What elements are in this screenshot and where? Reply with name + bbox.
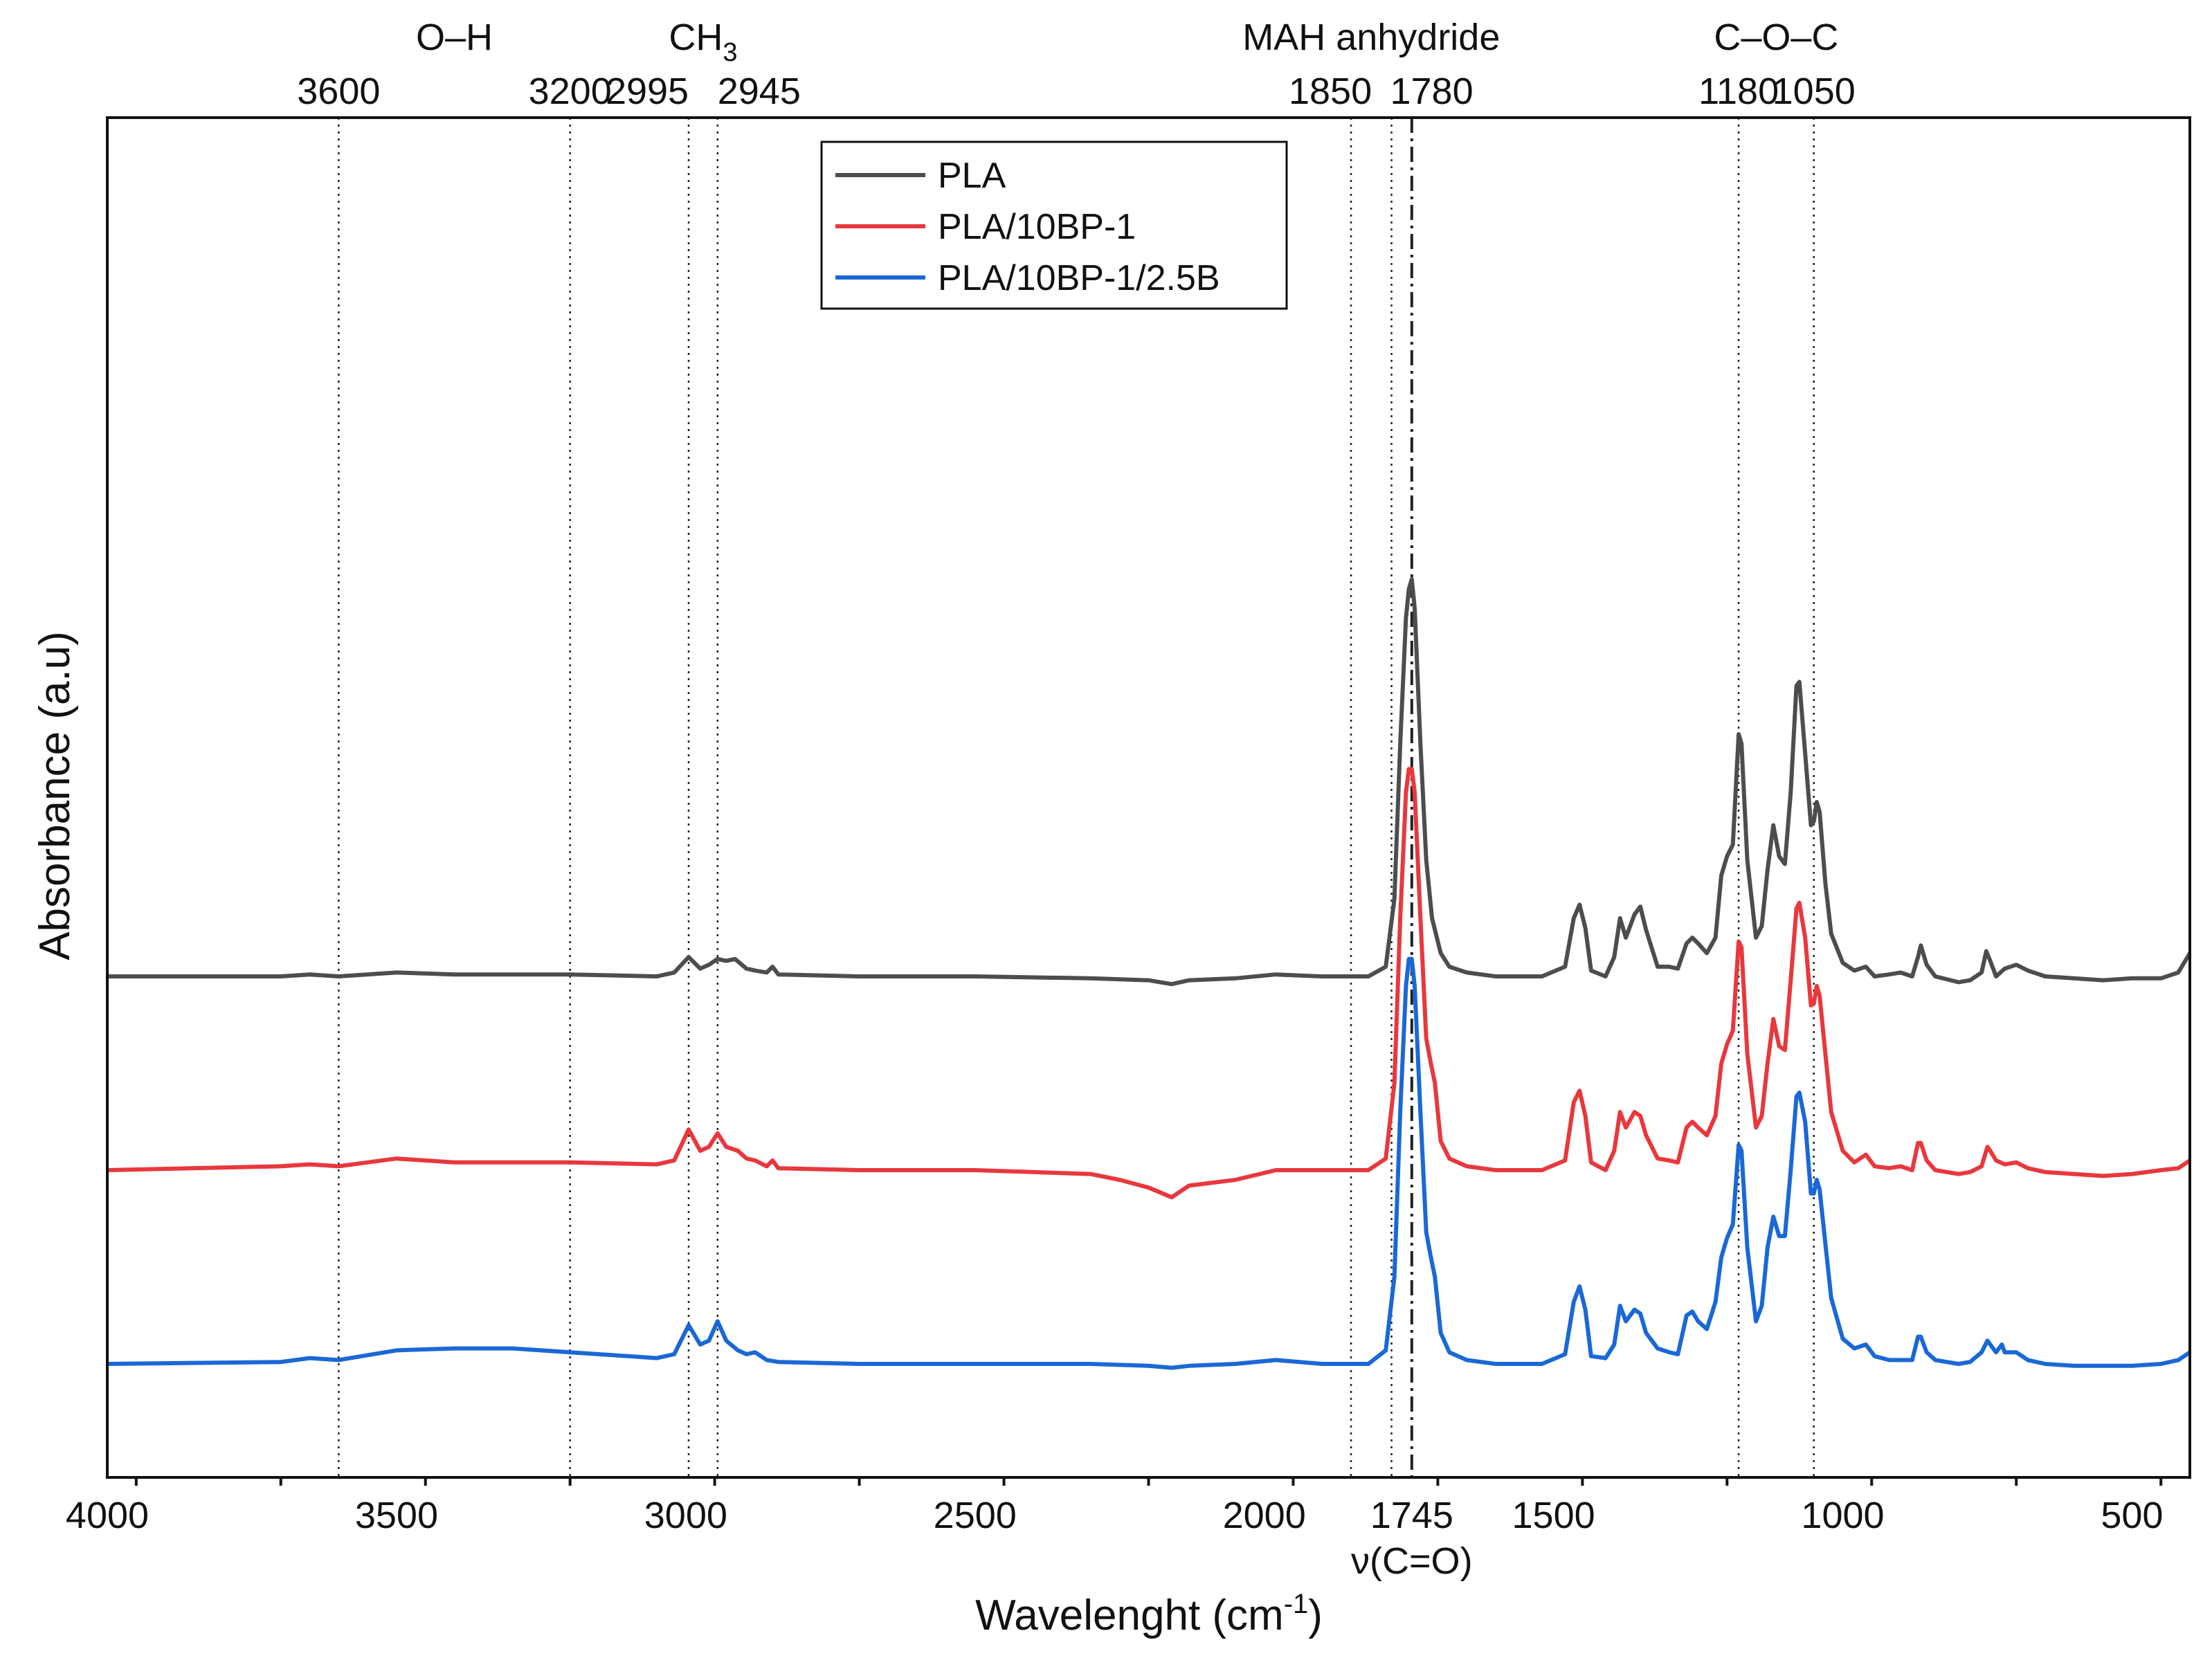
y-axis-title: Absorbance (a.u) xyxy=(31,631,79,960)
x-tick-label-500: 500 xyxy=(2101,1495,2163,1536)
series-line-1 xyxy=(107,767,2191,1200)
reference-label-1850: 1850 xyxy=(1289,71,1372,112)
reference-label-2945: 2945 xyxy=(718,71,801,112)
series-lines xyxy=(107,577,2192,1370)
reference-label-1050: 1050 xyxy=(1773,71,1856,112)
carbonyl-annotation: ν(C=O) xyxy=(1351,1540,1473,1582)
x-axis-title-sup: -1 xyxy=(1284,1589,1309,1619)
x-tick-label-1500: 1500 xyxy=(1512,1495,1595,1536)
group-label-0: O–H xyxy=(416,17,493,58)
x-tick-label-3000: 3000 xyxy=(644,1495,727,1536)
reference-label-1180: 1180 xyxy=(1698,71,1779,112)
x-axis-title: Wavelenght (cm-1) xyxy=(975,1589,1323,1639)
x-tick-label-3500: 3500 xyxy=(355,1495,438,1536)
x-tick-label-1000: 1000 xyxy=(1801,1495,1884,1536)
x-axis-title-main: Wavelenght (cm xyxy=(975,1592,1284,1639)
reference-label-1745: 1745 xyxy=(1370,1495,1453,1536)
group-label-3: C–O–C xyxy=(1714,17,1838,58)
x-tick-label-2000: 2000 xyxy=(1223,1495,1306,1536)
x-axis-title-close: ) xyxy=(1308,1592,1323,1639)
reference-label-3200: 3200 xyxy=(529,71,612,112)
legend-label-1: PLA/10BP-1 xyxy=(938,207,1136,247)
reference-label-2995: 2995 xyxy=(606,71,689,112)
reference-label-1780: 1780 xyxy=(1390,71,1473,112)
legend: PLA PLA/10BP-1 PLA/10BP-1/2.5B xyxy=(820,140,1288,310)
plot-frame xyxy=(106,116,2191,1479)
series-line-0 xyxy=(107,577,2192,987)
group-label-1: CH3 xyxy=(669,17,737,67)
reference-lines xyxy=(338,118,1815,1477)
reference-label-3600: 3600 xyxy=(297,71,380,112)
legend-label-2: PLA/10BP-1/2.5B xyxy=(938,258,1220,298)
x-tick-label-2500: 2500 xyxy=(934,1495,1017,1536)
series-line-2 xyxy=(107,956,2191,1370)
group-label-sub-1: 3 xyxy=(723,38,737,67)
group-label-2: MAH anhydride xyxy=(1242,17,1500,58)
x-axis-ticks: 4000 3500 3000 2500 2000 1500 1000 500 xyxy=(66,1477,2163,1536)
legend-label-0: PLA xyxy=(938,156,1006,196)
x-tick-label-4000: 4000 xyxy=(66,1495,149,1536)
